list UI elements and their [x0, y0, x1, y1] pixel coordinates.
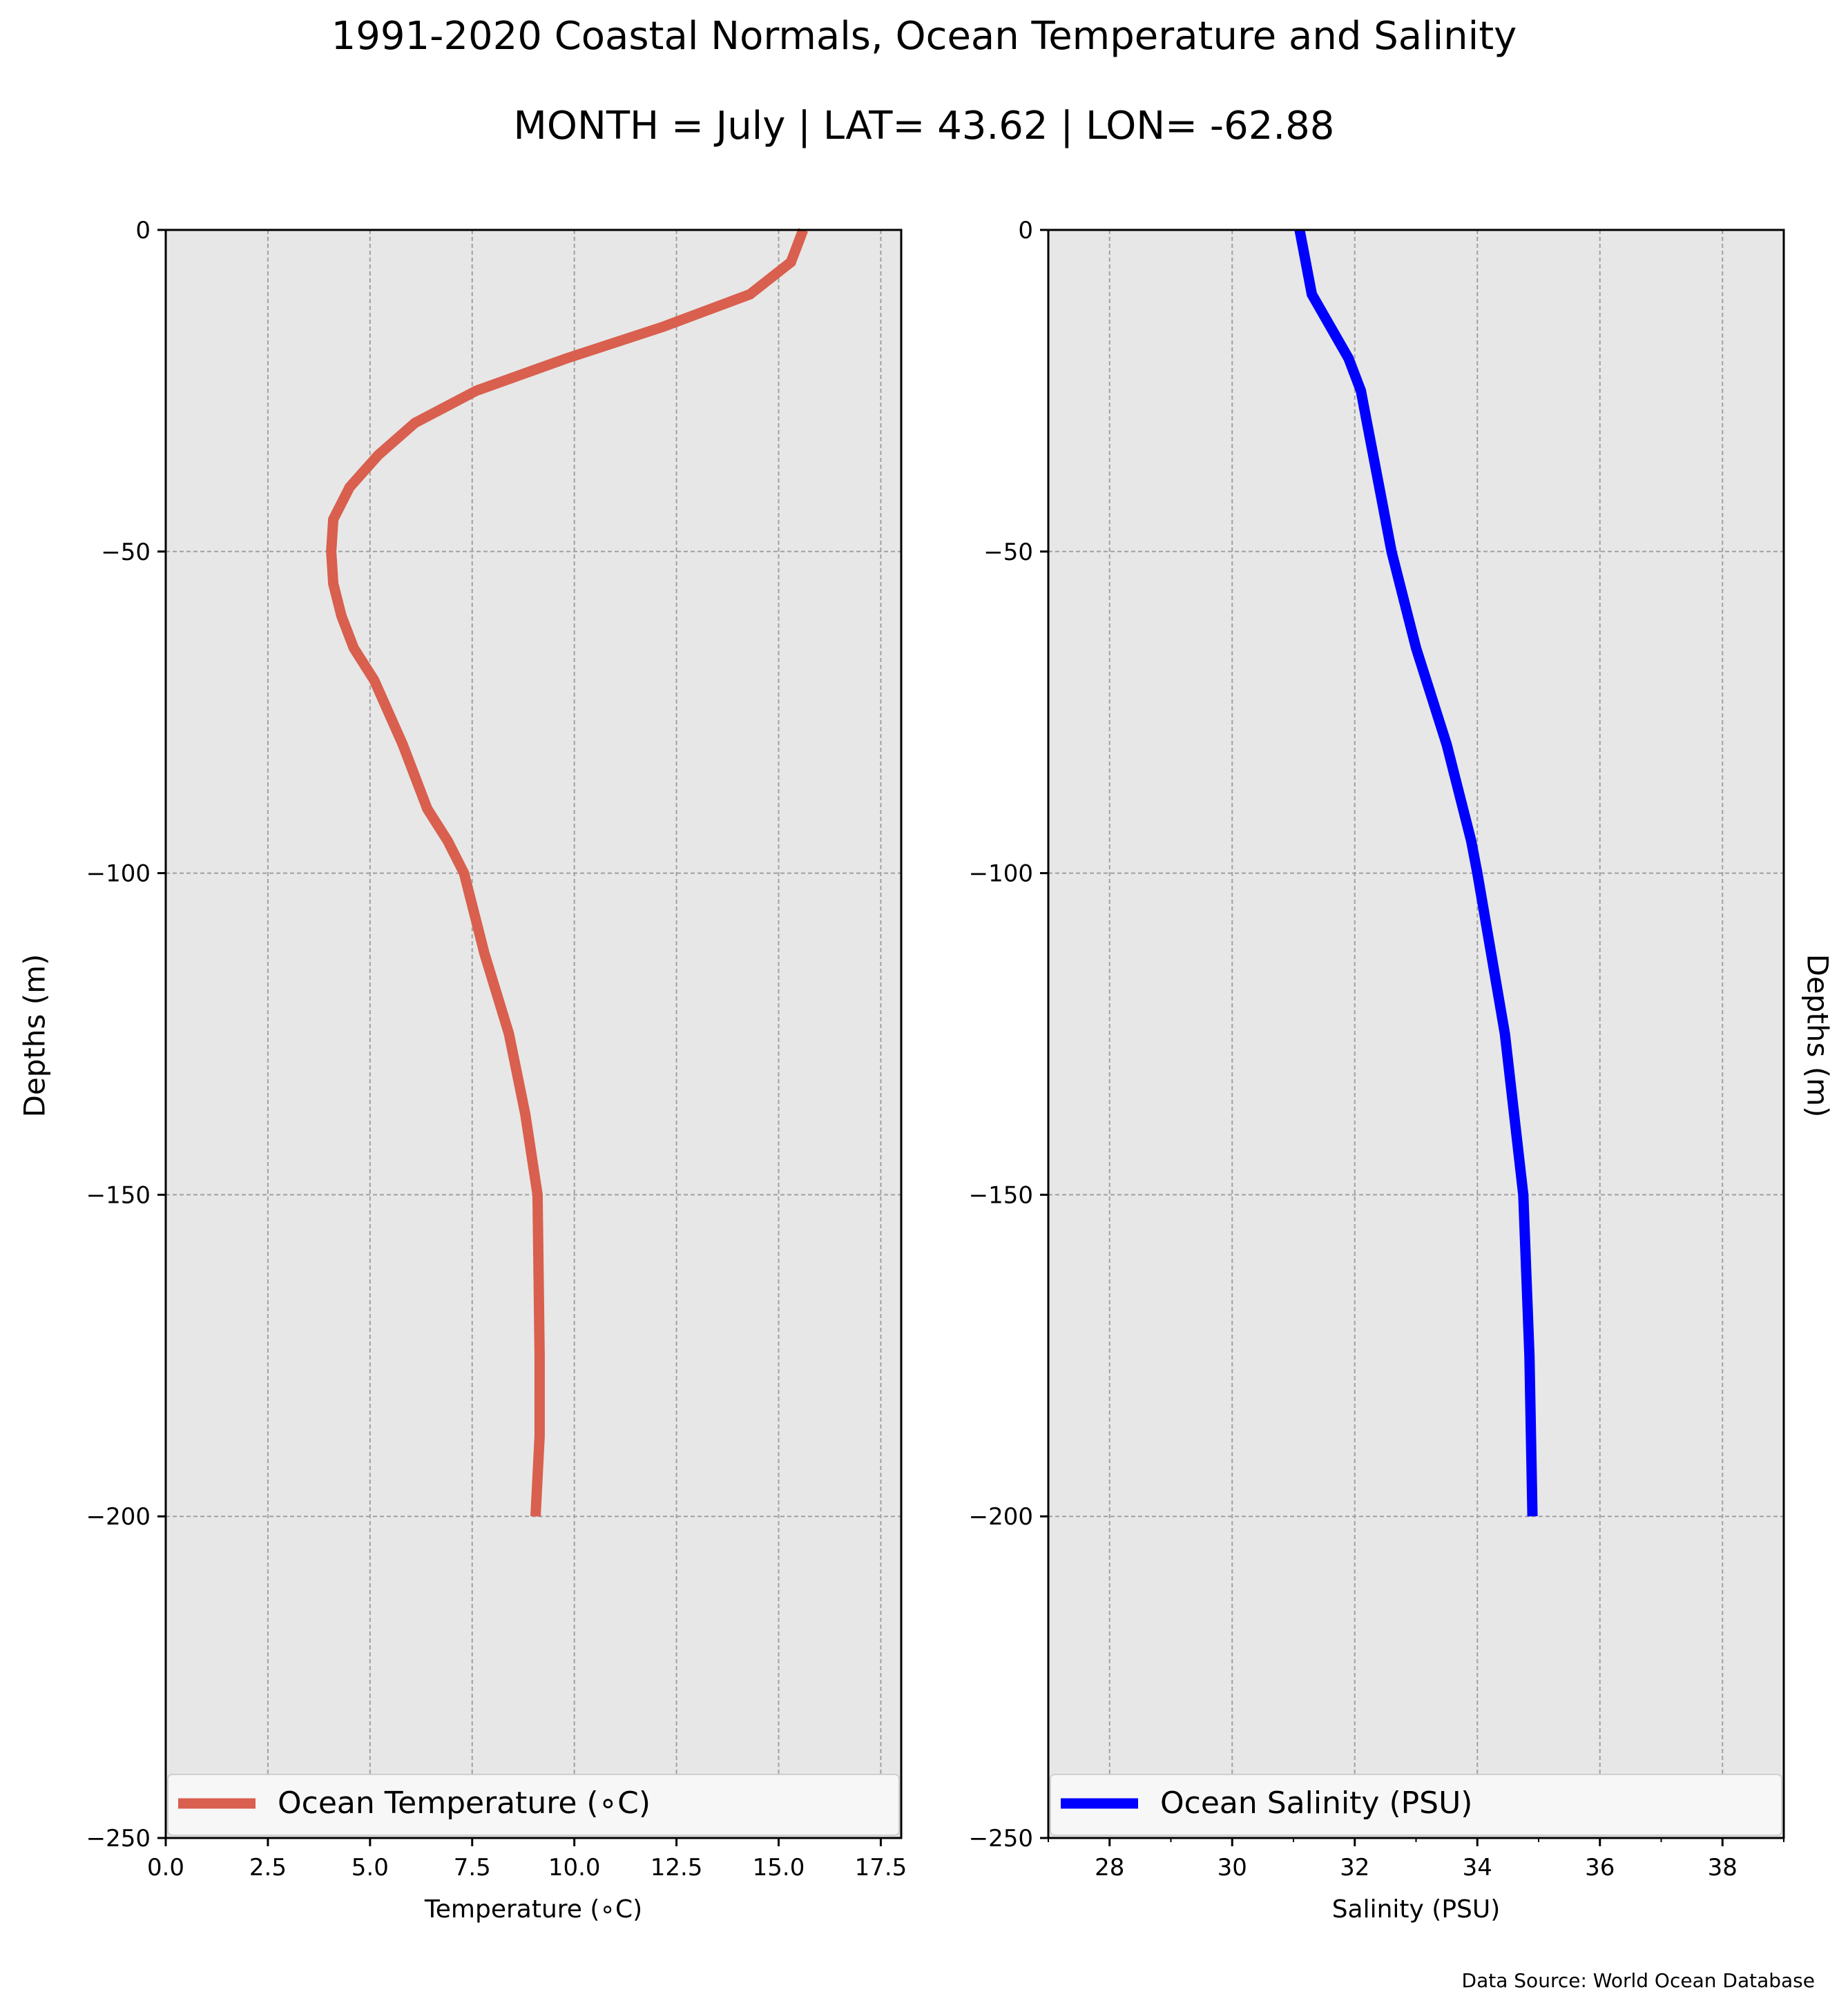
- salinity-panel: 28 30 32 34 36 38 0 −50 −100 −150 −200 −250 Salinity…: [969, 217, 1785, 1924]
- salinity-x-axis-label: Salinity (PSU): [1332, 1895, 1501, 1924]
- temperature-legend-label: Ocean Temperature (∘C): [278, 1786, 651, 1821]
- temperature-x-tick-label: 2.5: [249, 1854, 287, 1881]
- temperature-axes-frame: [164, 229, 903, 1839]
- chart-subtitle: MONTH = July | LAT= 43.62 | LON= -62.88: [513, 104, 1335, 148]
- temperature-x-tick-label: 10.0: [548, 1854, 601, 1881]
- salinity-series-line: [1294, 229, 1538, 1517]
- temperature-plot-area: [166, 230, 901, 1838]
- temperature-x-tick-label: 15.0: [753, 1854, 805, 1881]
- temperature-legend-box: [167, 1774, 900, 1836]
- salinity-legend-label: Ocean Salinity (PSU): [1160, 1786, 1472, 1821]
- chart-title: 1991-2020 Coastal Normals, Ocean Tempera…: [331, 14, 1517, 59]
- data-source-note: Data Source: World Ocean Database: [1461, 1969, 1815, 1992]
- salinity-y-tick-label: −50: [983, 539, 1033, 566]
- salinity-x-tick-label: 32: [1340, 1854, 1369, 1881]
- temperature-y-tick-label: 0: [135, 217, 151, 244]
- temperature-series-line: [326, 228, 809, 1517]
- salinity-legend-box: [1050, 1774, 1782, 1836]
- salinity-x-tick-label: 30: [1217, 1854, 1247, 1881]
- temperature-x-tick-label: 0.0: [147, 1854, 184, 1881]
- temperature-x-axis-label: Temperature (∘C): [424, 1895, 642, 1924]
- salinity-x-tick-label: 36: [1585, 1854, 1615, 1881]
- salinity-x-tick-label: 34: [1463, 1854, 1492, 1881]
- temperature-x-tick-label: 17.5: [855, 1854, 907, 1881]
- salinity-x-tick-label: 28: [1095, 1854, 1124, 1881]
- salinity-y-tick-label: −200: [969, 1503, 1033, 1531]
- salinity-y-tick-label: −250: [969, 1825, 1033, 1852]
- temperature-y-tick-label: −200: [86, 1503, 151, 1531]
- salinity-y-tick-label: −150: [969, 1181, 1033, 1209]
- temperature-legend: Ocean Temperature (∘C): [167, 1774, 900, 1836]
- salinity-y-tick-label: −100: [969, 860, 1033, 888]
- temperature-x-tick-label: 12.5: [651, 1854, 703, 1881]
- temperature-panel: 0.0 2.5 5.0 7.5 10.0 12.5 15.0 17.5 0 −50 −100 −150…: [86, 217, 907, 1924]
- y-axis-label-left: Depths (m): [17, 954, 52, 1118]
- temperature-x-tick-label: 7.5: [454, 1854, 491, 1881]
- salinity-legend: Ocean Salinity (PSU): [1050, 1774, 1782, 1836]
- temperature-y-tick-label: −150: [86, 1181, 151, 1209]
- temperature-y-tick-label: −50: [101, 539, 151, 566]
- salinity-plot-area: [1048, 230, 1784, 1838]
- temperature-y-tick-label: −250: [86, 1825, 151, 1852]
- temperature-x-tick-label: 5.0: [352, 1854, 389, 1881]
- temperature-y-tick-label: −100: [86, 860, 151, 888]
- y-axis-label-right: Depths (m): [1800, 954, 1835, 1118]
- salinity-y-tick-label: 0: [1018, 217, 1033, 244]
- salinity-x-tick-label: 38: [1708, 1854, 1738, 1881]
